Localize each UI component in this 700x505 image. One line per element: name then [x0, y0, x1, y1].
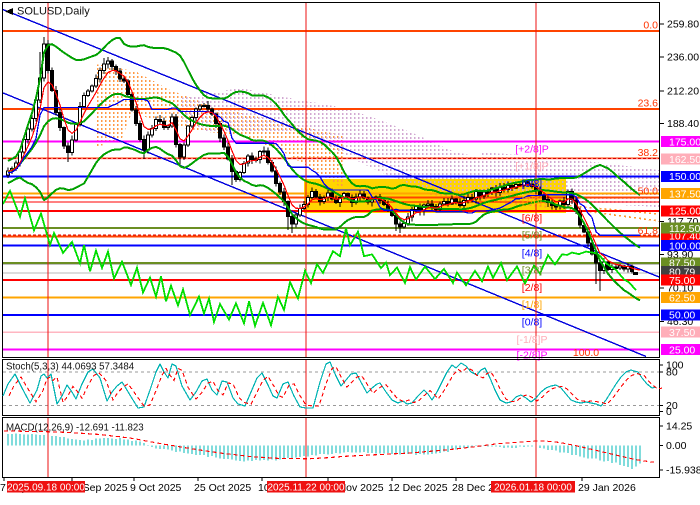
- svg-text:[-2/8]P: [-2/8]P: [517, 349, 548, 361]
- svg-text:80: 80: [666, 366, 678, 378]
- svg-text:0: 0: [666, 406, 672, 418]
- svg-text:Stoch(5,3,3) 44.0693 57.3484: Stoch(5,3,3) 44.0693 57.3484: [6, 362, 135, 373]
- svg-text:[4/8]: [4/8]: [522, 247, 543, 259]
- svg-text:[7/8]: [7/8]: [522, 195, 543, 207]
- svg-text:25.00: 25.00: [669, 344, 695, 356]
- svg-text:23.6: 23.6: [638, 98, 659, 110]
- svg-text:259.80: 259.80: [667, 19, 699, 31]
- svg-text:0.00: 0.00: [666, 440, 687, 452]
- svg-text:2026.01.18 00:00: 2026.01.18 00:00: [494, 483, 572, 494]
- svg-text:[1/8]: [1/8]: [522, 299, 543, 311]
- svg-text:37.50: 37.50: [669, 327, 695, 339]
- svg-text:12 Dec 2025: 12 Dec 2025: [388, 482, 448, 494]
- svg-text:100.00: 100.00: [669, 240, 700, 252]
- svg-text:[6/8]: [6/8]: [522, 213, 543, 225]
- svg-text:0.0: 0.0: [643, 20, 658, 32]
- svg-text:[-1/8]P: [-1/8]P: [517, 334, 548, 346]
- svg-text:137.50: 137.50: [669, 188, 700, 200]
- svg-text:20: 20: [666, 400, 678, 412]
- svg-text:[8/8]: [8/8]: [522, 178, 543, 190]
- svg-text:100.0: 100.0: [573, 347, 599, 359]
- svg-text:50.0: 50.0: [638, 186, 659, 198]
- svg-text:38.2: 38.2: [638, 147, 659, 159]
- svg-text:236.00: 236.00: [667, 52, 699, 64]
- svg-text:150.00: 150.00: [669, 171, 700, 183]
- svg-text:100: 100: [666, 360, 684, 372]
- svg-text:SOLUSD,Daily: SOLUSD,Daily: [17, 6, 90, 18]
- svg-text:[+2/8]P: [+2/8]P: [515, 144, 549, 156]
- svg-text:29 Jan 2026: 29 Jan 2026: [578, 482, 636, 494]
- svg-text:125.00: 125.00: [669, 206, 700, 218]
- svg-text:162.50: 162.50: [669, 154, 700, 166]
- svg-text:50.00: 50.00: [669, 310, 695, 322]
- svg-text:75.00: 75.00: [669, 275, 695, 287]
- svg-text:62.50: 62.50: [669, 292, 695, 304]
- svg-text:2025.09.18 00:00: 2025.09.18 00:00: [7, 483, 85, 494]
- svg-text:[+1/8]P: [+1/8]P: [515, 161, 549, 173]
- svg-text:-15.938: -15.938: [666, 465, 700, 477]
- svg-text:112.50: 112.50: [669, 223, 700, 235]
- svg-text:9 Oct 2025: 9 Oct 2025: [130, 482, 182, 494]
- svg-text:25 Oct 2025: 25 Oct 2025: [194, 482, 251, 494]
- svg-text:2025.11.22 00:00: 2025.11.22 00:00: [267, 483, 345, 494]
- svg-text:[2/8]: [2/8]: [522, 282, 543, 294]
- svg-text:[5/8]: [5/8]: [522, 230, 543, 242]
- svg-text:14.25: 14.25: [666, 421, 692, 433]
- svg-text:212.20: 212.20: [667, 86, 699, 98]
- svg-text:188.40: 188.40: [667, 118, 699, 130]
- svg-text:[0/8]: [0/8]: [522, 317, 543, 329]
- svg-text:61.8: 61.8: [638, 225, 659, 237]
- svg-text:MACD(12,26,9) -12.691 -11.823: MACD(12,26,9) -12.691 -11.823: [6, 423, 144, 434]
- svg-text:[3/8]: [3/8]: [522, 265, 543, 277]
- svg-text:175.00: 175.00: [669, 136, 700, 148]
